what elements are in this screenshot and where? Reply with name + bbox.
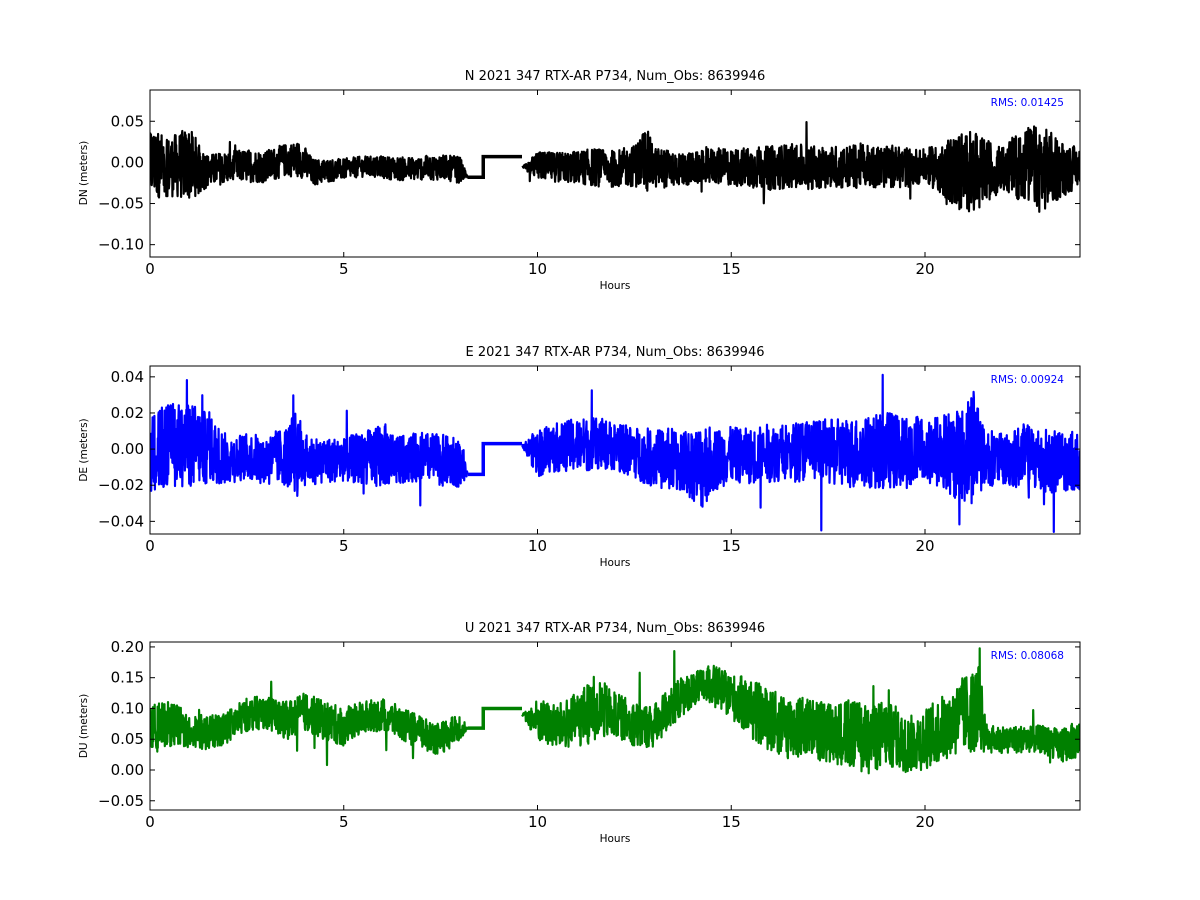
east-xtick-label: 20 [915, 537, 934, 555]
north-ytick-label: −0.10 [98, 236, 144, 254]
up-trace-after-gap [521, 647, 1080, 775]
east-panel: E 2021 347 RTX-AR P734, Num_Obs: 8639946… [78, 345, 1081, 569]
east-xtick-label: 10 [528, 537, 547, 555]
up-panel-rms: RMS: 0.08068 [991, 650, 1064, 662]
up-ytick-label: 0.15 [111, 669, 144, 687]
east-outage-segment [467, 441, 522, 477]
up-trace-before-gap [150, 680, 469, 767]
north-trace-before-gap [150, 129, 469, 199]
east-xtick-label: 0 [145, 537, 155, 555]
north-xtick-label: 15 [722, 260, 741, 278]
north-panel-ylabel: DN (meters) [78, 141, 90, 206]
north-xtick-label: 0 [145, 260, 155, 278]
up-plot-frame [149, 641, 1081, 811]
up-ytick-label: 0.10 [111, 699, 144, 717]
east-ytick-label: 0.02 [111, 404, 144, 422]
north-xtick-label: 5 [339, 260, 349, 278]
up-panel-ylabel: DU (meters) [78, 694, 90, 758]
north-panel-title: N 2021 347 RTX-AR P734, Num_Obs: 8639946 [465, 69, 765, 84]
north-xtick-label: 10 [528, 260, 547, 278]
east-ytick-label: 0.00 [111, 440, 144, 458]
north-panel-xlabel: Hours [600, 280, 631, 292]
up-ytick-label: 0.20 [111, 638, 144, 656]
up-xtick-label: 15 [722, 813, 741, 831]
east-trace-after-gap [521, 373, 1080, 533]
up-xtick-label: 10 [528, 813, 547, 831]
north-ytick-label: −0.05 [98, 195, 144, 213]
north-trace-after-gap [521, 121, 1080, 213]
up-outage-segment [467, 706, 522, 730]
up-panel-xlabel: Hours [600, 833, 631, 845]
east-ytick-label: −0.02 [98, 476, 144, 494]
east-panel-ylabel: DE (meters) [78, 418, 90, 481]
north-xtick-label: 20 [915, 260, 934, 278]
east-trace-before-gap [150, 379, 469, 507]
east-plot-frame [149, 365, 1081, 535]
up-xtick-label: 5 [339, 813, 349, 831]
east-xtick-label: 15 [722, 537, 741, 555]
east-xtick-label: 5 [339, 537, 349, 555]
up-xtick-label: 20 [915, 813, 934, 831]
north-outage-segment [467, 154, 522, 179]
north-ytick-label: 0.05 [111, 112, 144, 130]
north-ytick-label: 0.00 [111, 153, 144, 171]
up-ytick-label: 0.05 [111, 730, 144, 748]
east-ytick-label: −0.04 [98, 512, 144, 530]
up-panel-title: U 2021 347 RTX-AR P734, Num_Obs: 8639946 [465, 621, 765, 636]
north-panel: N 2021 347 RTX-AR P734, Num_Obs: 8639946… [78, 69, 1081, 292]
up-panel: U 2021 347 RTX-AR P734, Num_Obs: 8639946… [78, 621, 1081, 845]
north-panel-rms: RMS: 0.01425 [991, 97, 1064, 109]
up-ytick-label: −0.05 [98, 792, 144, 810]
north-plot-frame [149, 89, 1081, 258]
east-panel-rms: RMS: 0.00924 [991, 374, 1065, 386]
up-xtick-label: 0 [145, 813, 155, 831]
east-panel-xlabel: Hours [600, 557, 631, 569]
east-panel-title: E 2021 347 RTX-AR P734, Num_Obs: 8639946 [466, 345, 765, 360]
east-ytick-label: 0.04 [111, 368, 144, 386]
up-ytick-label: 0.00 [111, 761, 144, 779]
